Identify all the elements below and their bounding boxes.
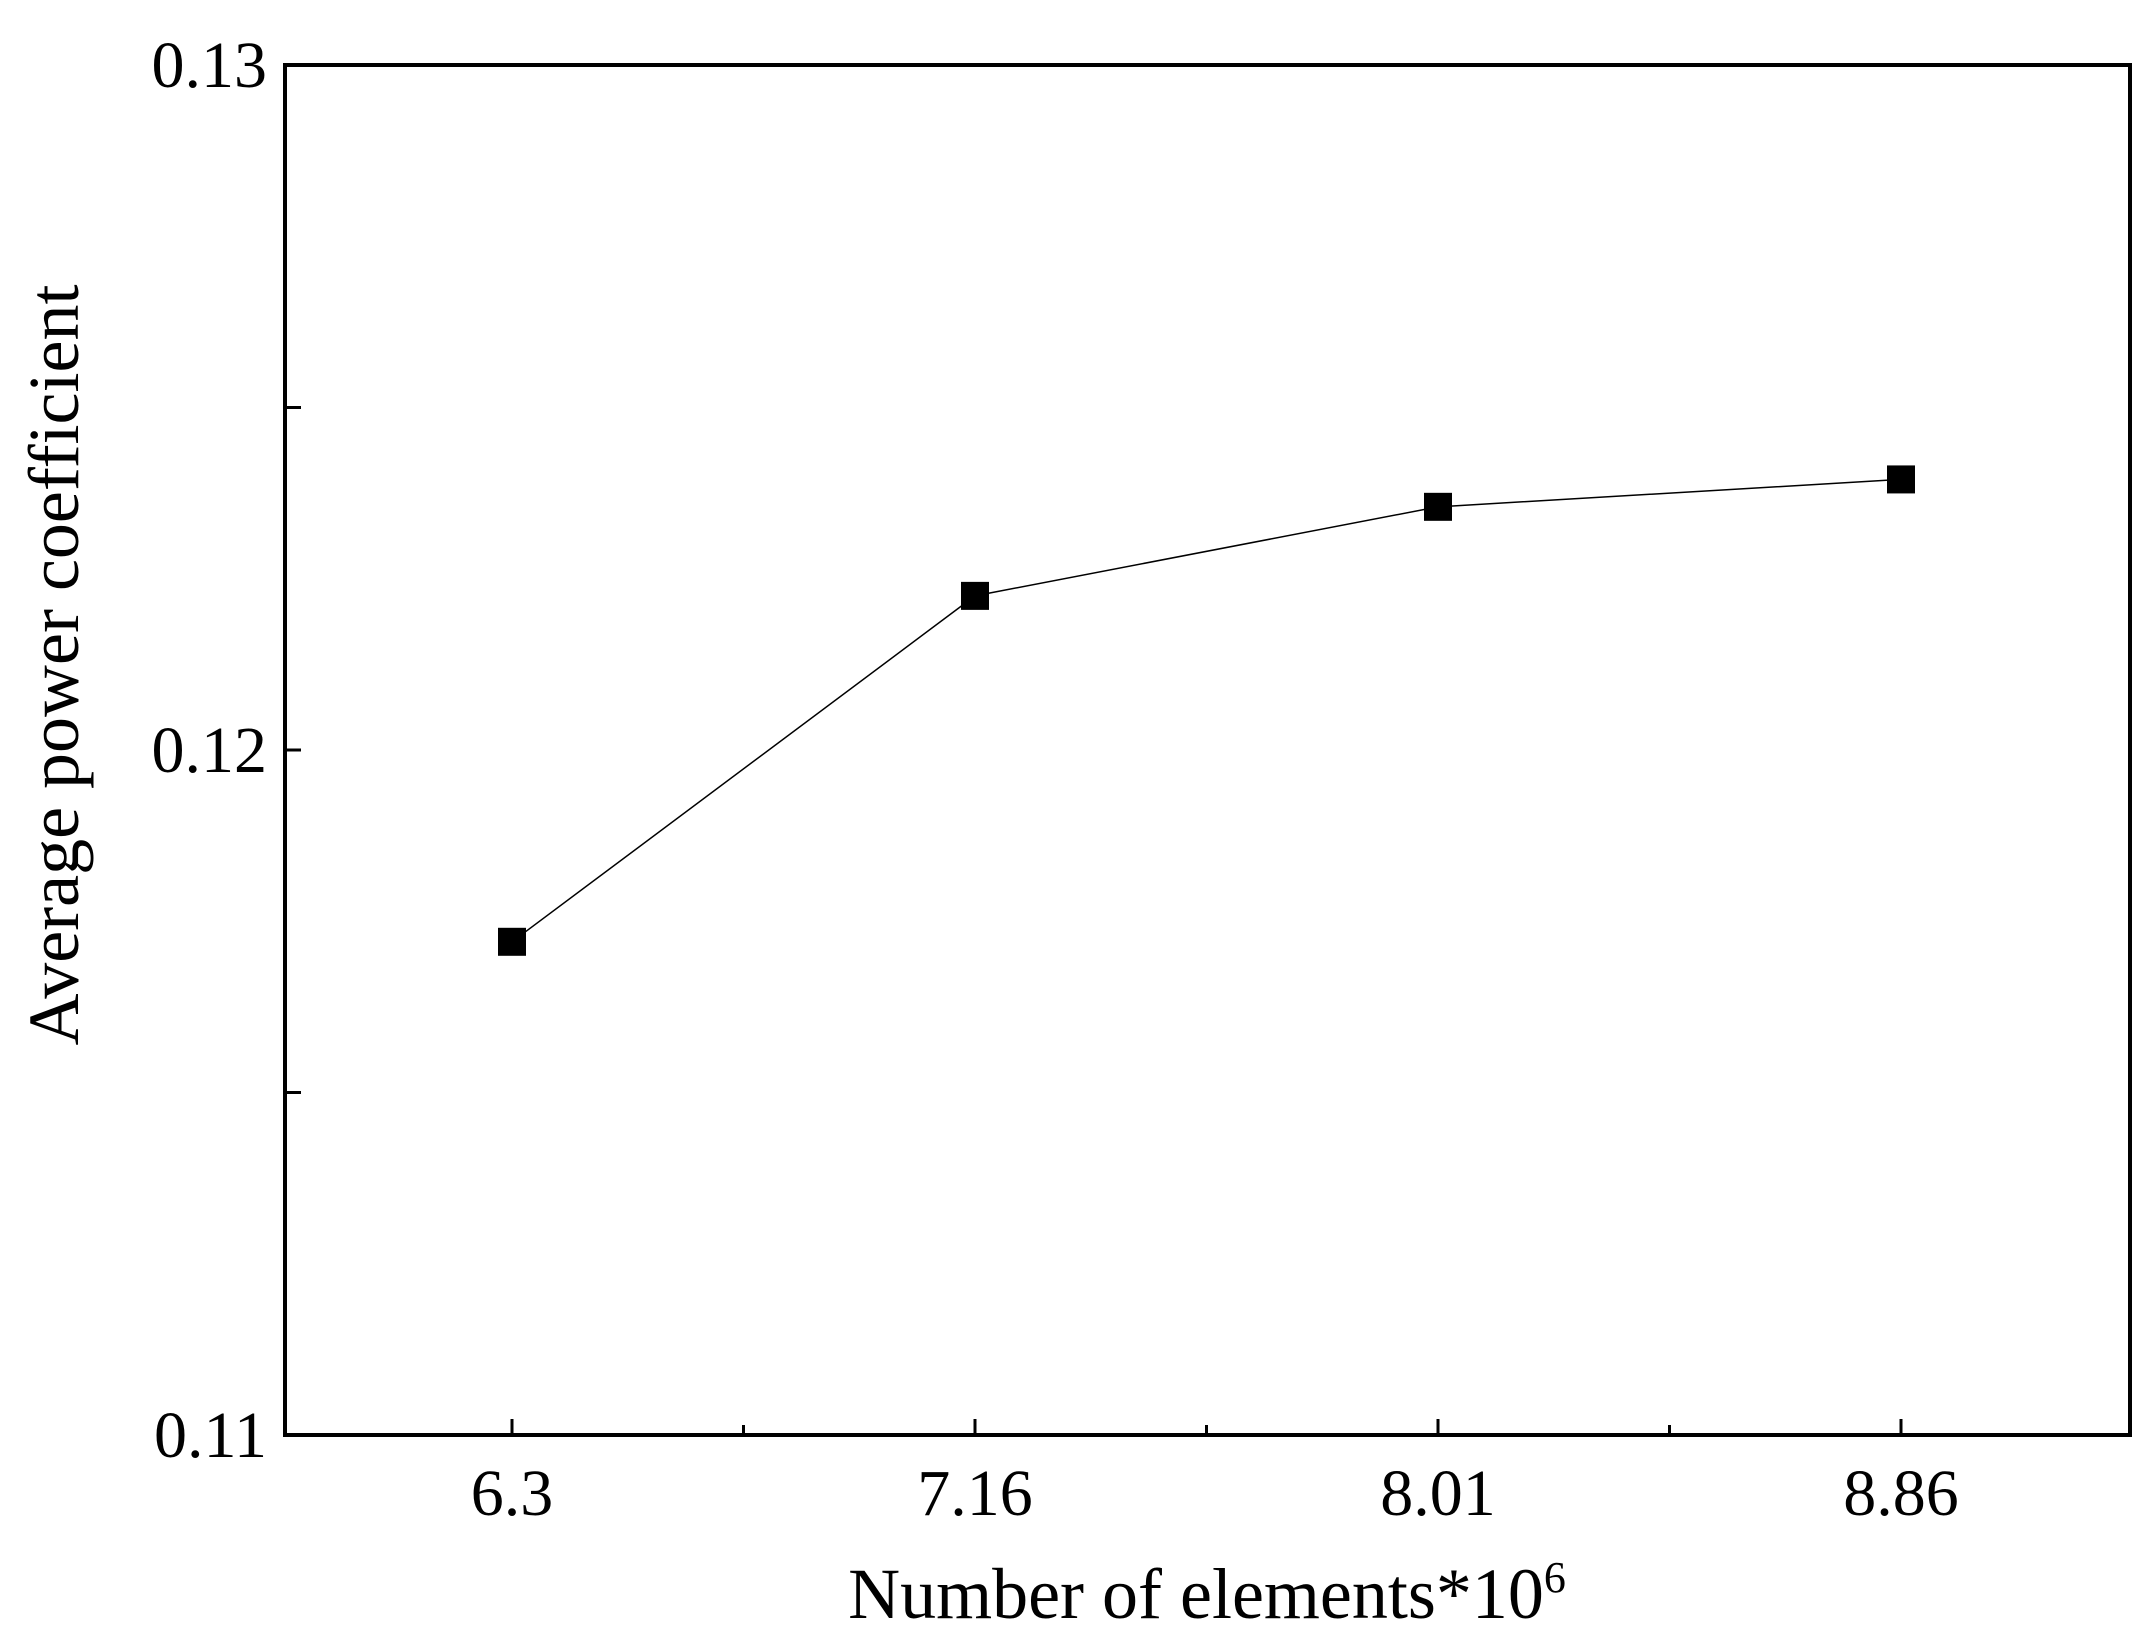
y-axis-tick-labels: 0.11 0.12 0.13 — [152, 29, 268, 1472]
y-axis-ticks — [285, 63, 301, 1437]
data-point-marker — [1424, 492, 1452, 521]
x-tick-label: 8.86 — [1843, 1457, 1959, 1530]
x-axis-title: Number of elements*106 — [848, 1553, 1566, 1634]
series-line — [511, 478, 1902, 943]
series-layer — [498, 465, 1915, 956]
data-point-marker — [498, 927, 526, 956]
plot-frame — [283, 63, 2132, 1437]
x-axis-ticks — [510, 1419, 1903, 1435]
y-tick-label: 0.12 — [152, 714, 268, 787]
data-point-marker — [961, 581, 989, 610]
x-axis-title-superscript: 6 — [1544, 1553, 1566, 1602]
data-point-marker — [1887, 465, 1915, 494]
x-tick-label: 7.16 — [917, 1457, 1033, 1530]
x-axis-title-text: Number of elements*10 — [848, 1554, 1544, 1634]
x-tick-label: 8.01 — [1380, 1457, 1496, 1530]
y-axis-title: Average power coefficient — [14, 285, 94, 1046]
x-tick-label: 6.3 — [471, 1457, 554, 1530]
y-tick-label: 0.11 — [154, 1399, 267, 1472]
x-axis-tick-labels: 6.3 7.16 8.01 8.86 — [471, 1457, 1959, 1530]
y-tick-label: 0.13 — [152, 29, 268, 102]
